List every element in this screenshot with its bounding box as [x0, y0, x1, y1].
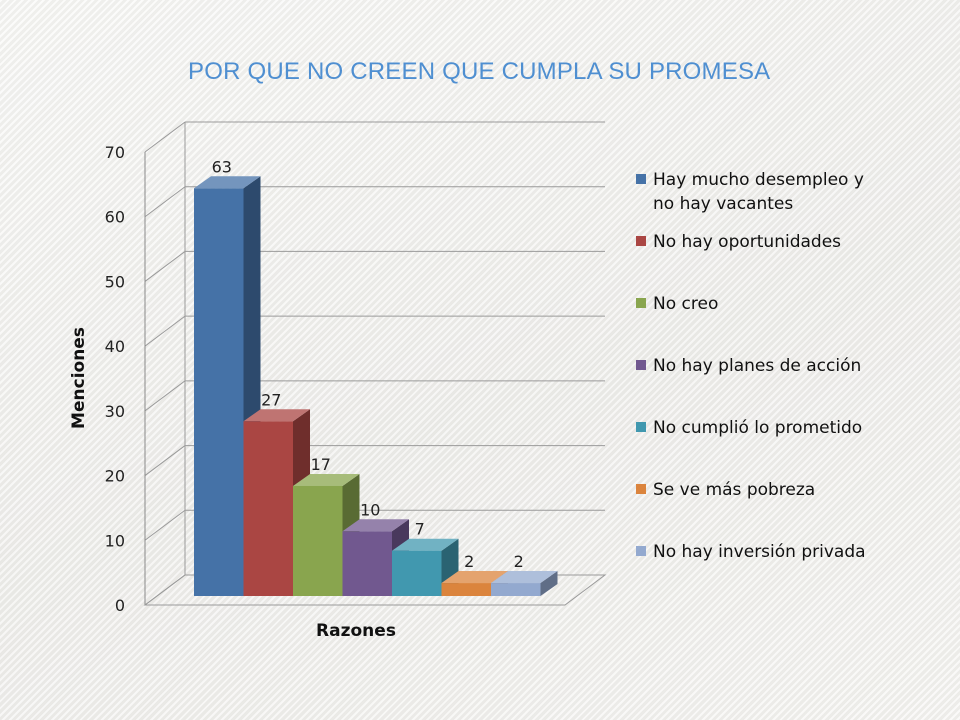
legend-swatch [636, 236, 646, 246]
chart-title: POR QUE NO CREEN QUE CUMPLA SU PROMESA [188, 58, 771, 85]
legend-label: No hay planes de acción [653, 356, 861, 376]
legend-item: Se ve más pobreza [636, 480, 815, 500]
legend-label: Se ve más pobreza [653, 480, 815, 500]
y-tick-label: 0 [115, 596, 125, 615]
y-tick-label: 50 [105, 272, 125, 291]
x-axis-title: Razones [316, 621, 396, 641]
bar-top-face [243, 409, 310, 422]
legend-item: No hay inversión privada [636, 542, 866, 562]
y-tick-label: 70 [105, 143, 125, 162]
legend-label: No creo [653, 294, 718, 314]
legend-label: No hay inversión privada [653, 542, 866, 562]
bar-top-face [392, 538, 459, 551]
gridline-diagonal [144, 509, 186, 541]
gridline-diagonal [144, 186, 186, 218]
y-tick-label: 60 [105, 208, 125, 227]
legend-label: Hay mucho desempleo y no hay vacantes [653, 170, 864, 214]
bar-top-face [194, 176, 261, 189]
bar [491, 571, 558, 596]
data-label: 27 [261, 390, 281, 409]
bar-front-face [491, 583, 541, 596]
gridline-diagonal [144, 251, 186, 282]
bar-top-face [441, 571, 508, 584]
legend-swatch [636, 360, 646, 370]
legend-item: No creo [636, 294, 718, 314]
legend-item: No cumplió lo prometido [636, 418, 862, 438]
y-tick-label: 10 [105, 531, 125, 550]
bar-top-face [293, 473, 360, 486]
data-label: 7 [415, 520, 425, 539]
gridline-diagonal [144, 121, 186, 153]
legend-swatch [636, 422, 646, 432]
chart-legend: Hay mucho desempleo y no hay vacantes No h… [636, 170, 866, 562]
legend-label: No cumplió lo prometido [653, 418, 862, 438]
y-axis-title: Menciones [69, 327, 89, 429]
bar [392, 538, 459, 596]
chart-bars [194, 176, 558, 597]
legend-swatch [636, 298, 646, 308]
legend-label: No hay oportunidades [653, 232, 841, 252]
y-tick-label: 20 [105, 467, 125, 486]
bar-front-face [342, 531, 392, 596]
legend-item: No hay planes de acción [636, 356, 861, 376]
data-label: 17 [311, 455, 331, 474]
chart-floor [143, 574, 607, 606]
data-label: 63 [212, 157, 232, 176]
y-tick-label: 30 [105, 402, 125, 421]
legend-swatch [636, 484, 646, 494]
bar-front-face [392, 550, 442, 596]
legend-swatch [636, 174, 646, 184]
bar-front-face [293, 485, 343, 596]
data-label: 10 [360, 500, 380, 519]
gridline-diagonal [144, 380, 186, 412]
y-axis-ticks: 0 10 20 30 40 50 60 70 [105, 143, 125, 615]
bar-top-face [342, 519, 409, 532]
data-label: 2 [464, 552, 474, 571]
bar-front-face [243, 421, 293, 596]
chart-data-labels: 63 27 17 10 7 2 2 [212, 157, 524, 571]
legend-swatch [636, 546, 646, 556]
data-label: 2 [514, 552, 524, 571]
legend-item: Hay mucho desempleo y no hay vacantes [636, 170, 864, 214]
y-tick-label: 40 [105, 337, 125, 356]
bar-front-face [194, 188, 244, 597]
bar-front-face [441, 583, 491, 596]
gridline-diagonal [144, 445, 186, 476]
legend-item: No hay oportunidades [636, 232, 841, 252]
bar-top-face [491, 571, 558, 584]
gridline-diagonal [144, 315, 186, 347]
bar-side-face [540, 571, 558, 596]
